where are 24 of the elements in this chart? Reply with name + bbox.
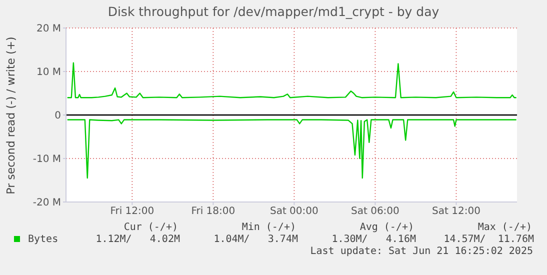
x-tick-label: Fri 18:00 (191, 206, 236, 218)
text: 1.30M/ 4.16M (330, 234, 416, 245)
y-tick-label: -20 M (32, 198, 61, 209)
text: 1.12M/ 4.02M (94, 234, 180, 245)
y-tick-label: 10 M (36, 67, 61, 78)
y-axis-title: Pr second read (-) / write (+) (4, 36, 18, 194)
x-tick-label: Sat 12:00 (432, 206, 480, 218)
x-tick-label: Sat 06:00 (351, 206, 400, 218)
legend-label: Bytes (27, 234, 58, 245)
text: 1.04M/ 3.74M (212, 234, 298, 245)
y-tick-label: -10 M (32, 154, 61, 166)
text: Last update: Sat Jun 21 16:25:02 2025 (310, 246, 533, 257)
x-tick-label: Fri 12:00 (110, 206, 154, 218)
line-series (66, 119, 517, 179)
text: Min (-/+) (240, 222, 296, 233)
y-tick-label: 0 (54, 110, 61, 122)
line-series (66, 62, 517, 98)
text: Avg (-/+) (358, 222, 414, 233)
x-tick-label: Sat 00:00 (270, 206, 318, 218)
text: 14.57M/ 11.76M (442, 234, 534, 245)
text: Cur (-/+) (122, 222, 178, 233)
y-tick-label: 20 M (36, 24, 61, 35)
chart-title: Disk throughput for /dev/mapper/md1_crypt - by day (106, 4, 440, 19)
text: Max (-/+) (476, 222, 532, 233)
